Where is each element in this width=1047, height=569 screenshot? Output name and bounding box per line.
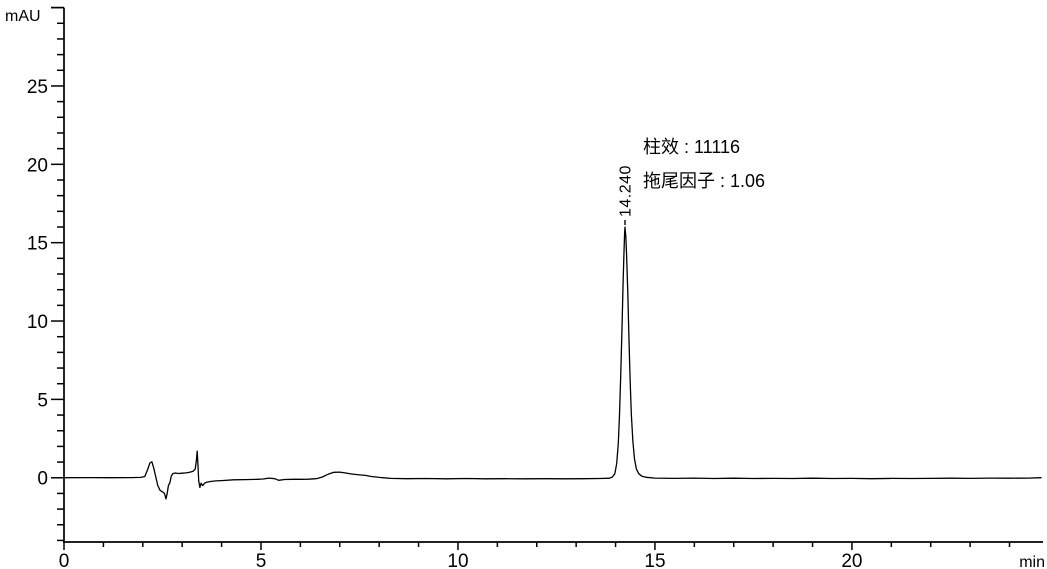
y-tick-label: 25 <box>27 77 48 98</box>
annotation-column-efficiency: 柱效 : 11116 <box>643 137 740 157</box>
x-tick-label: 10 <box>447 551 468 569</box>
x-tick-label: 15 <box>644 551 665 569</box>
y-tick-label: 5 <box>37 390 48 411</box>
x-axis-unit-label: min <box>1019 554 1045 569</box>
y-tick-label: 15 <box>27 234 48 255</box>
x-tick-label: 20 <box>841 551 862 569</box>
y-tick-label: 10 <box>27 312 48 333</box>
annotation-tailing-factor: 拖尾因子 : 1.06 <box>643 171 765 191</box>
x-tick-label: 5 <box>256 551 267 569</box>
y-axis-unit-label: mAU <box>5 8 41 25</box>
axis-layer: 0 5 10 15 20 25 0 5 10 15 20 <box>27 6 1043 569</box>
signal-trace <box>63 226 1042 500</box>
x-tick-label: 0 <box>59 551 70 569</box>
peak-retention-time-label: 14.240 <box>618 165 635 217</box>
y-tick-label: 20 <box>27 155 48 176</box>
y-tick-label: 0 <box>37 469 48 490</box>
